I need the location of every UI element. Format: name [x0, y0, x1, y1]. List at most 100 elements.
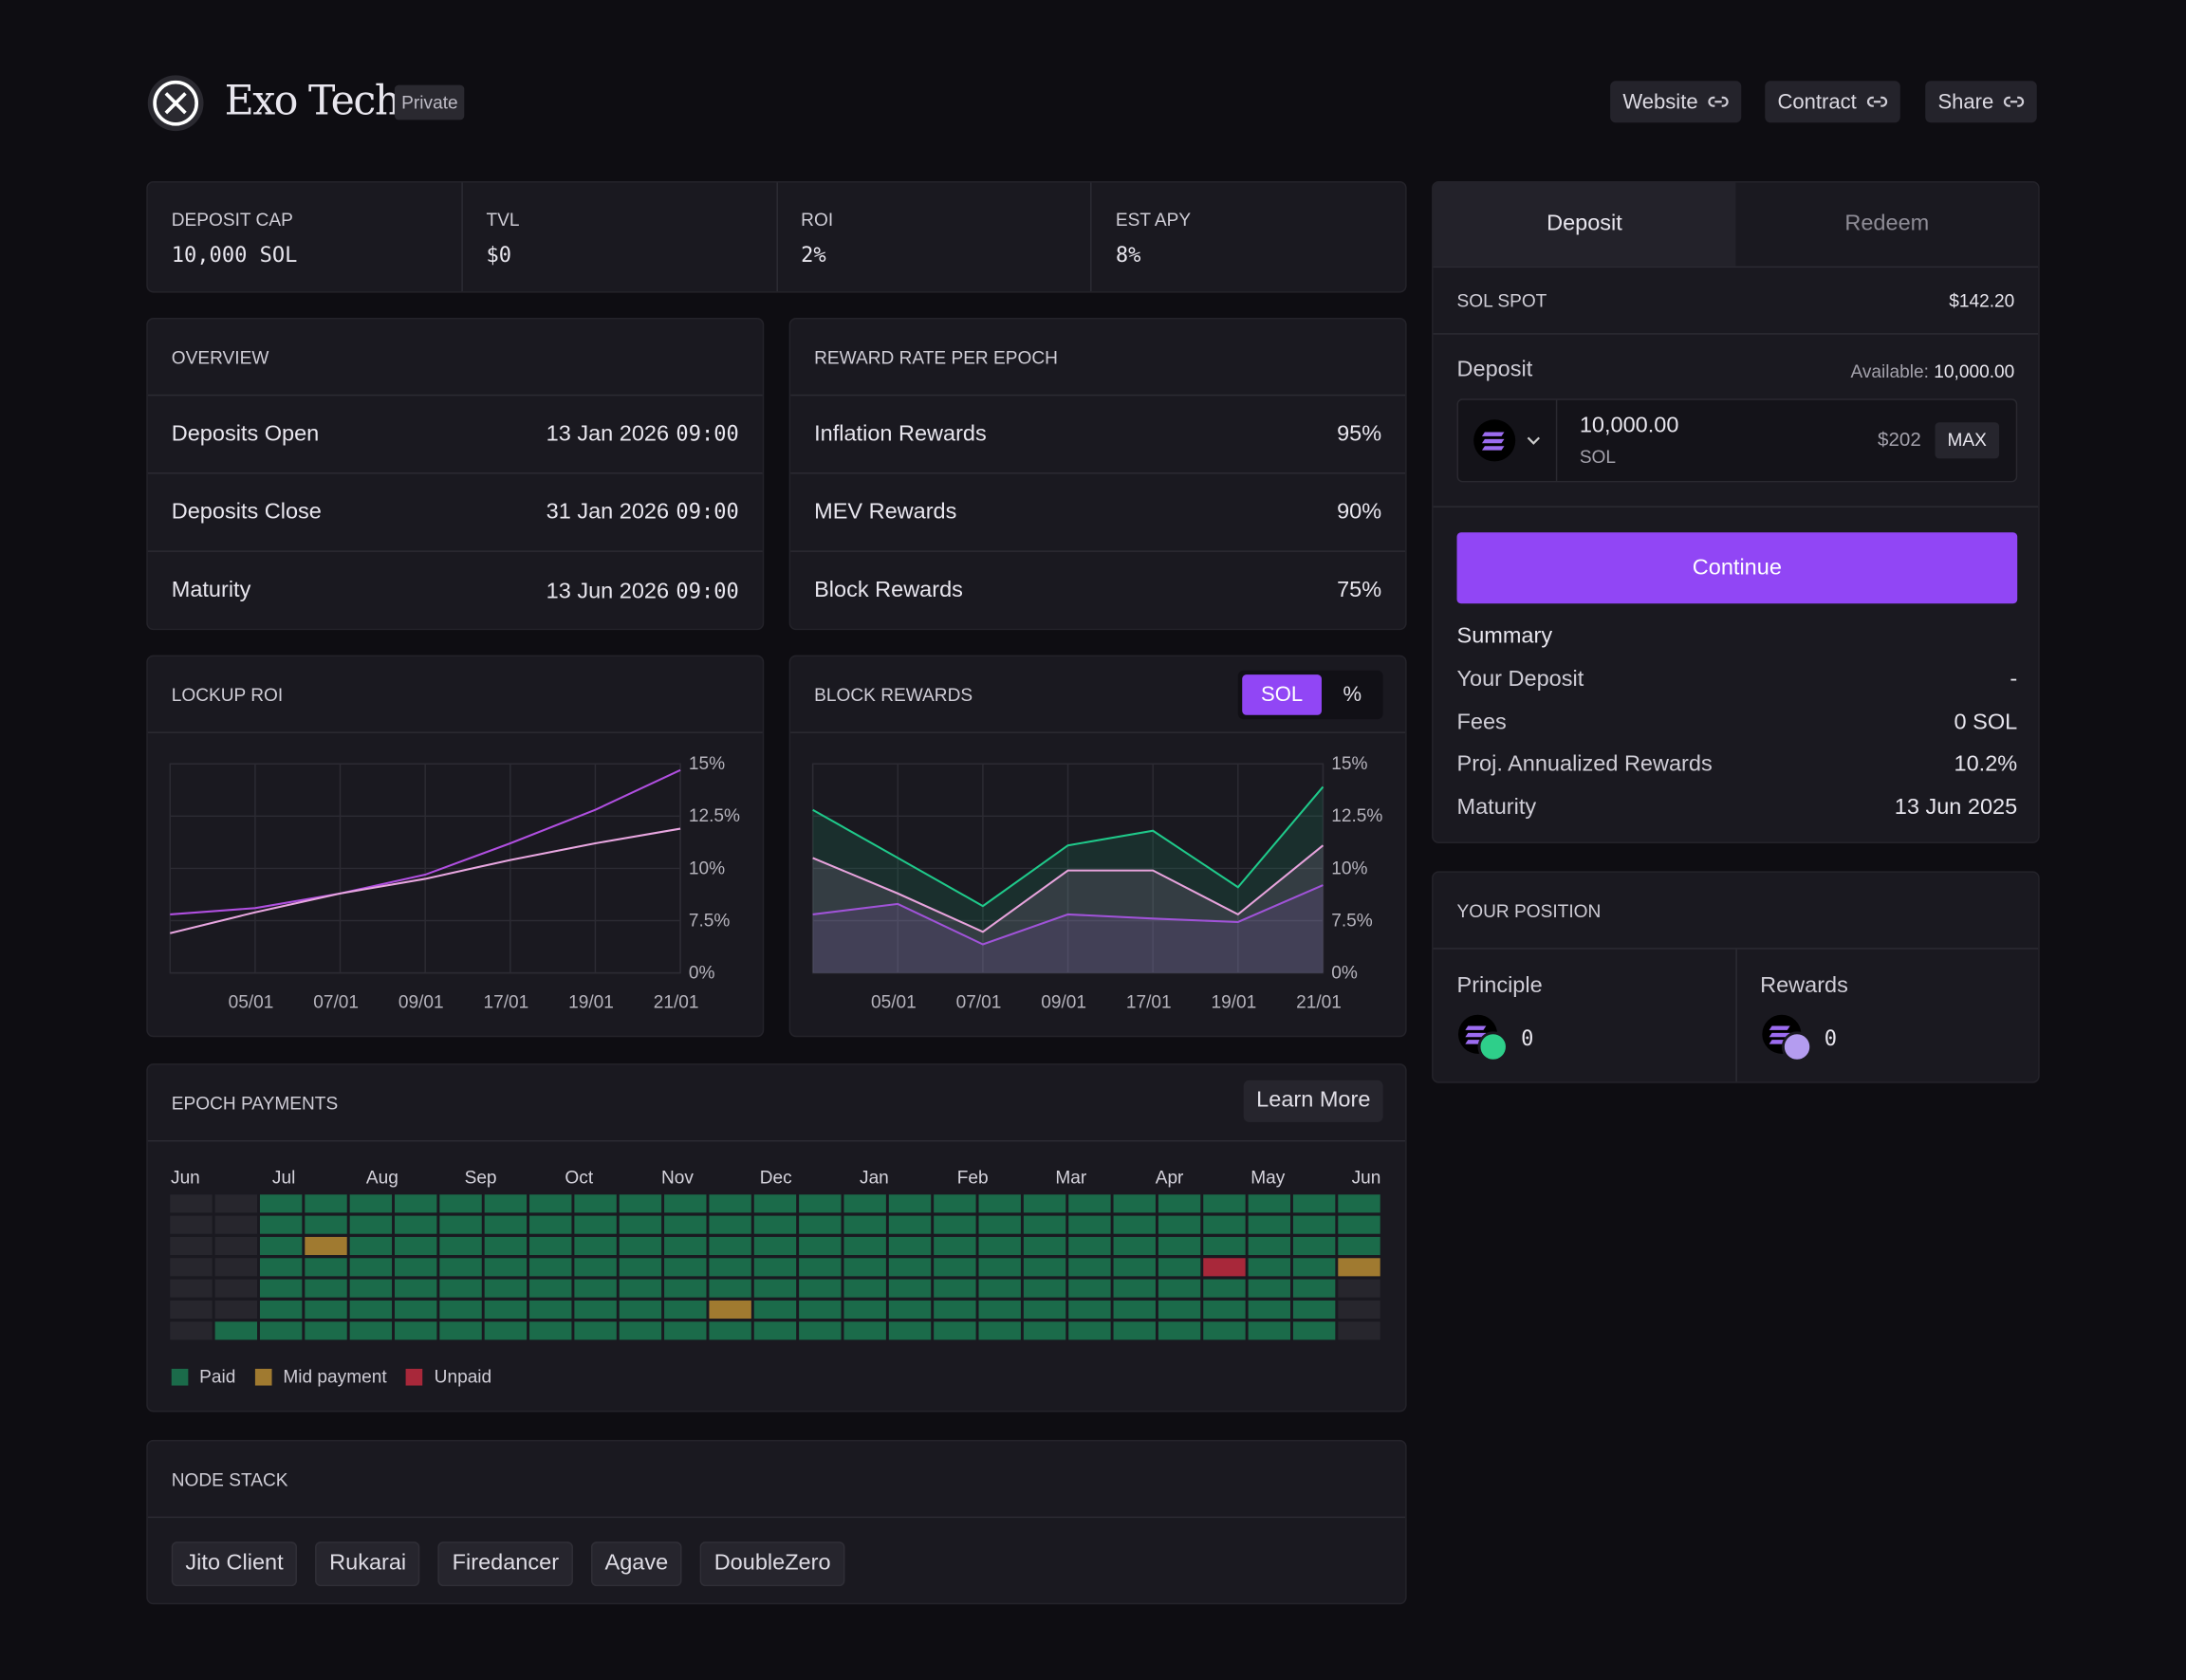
- title: Exo Tech: [224, 76, 401, 124]
- divider: [1433, 506, 2039, 508]
- panel-title-row: EPOCH PAYMENTS Learn More: [147, 1065, 1406, 1142]
- toggle: SOL %: [1237, 670, 1383, 720]
- summary-label: Fees: [1456, 710, 1507, 734]
- stat-value: 2%: [801, 242, 826, 268]
- token: SOL: [1579, 446, 1617, 468]
- row: Block Rewards 75%: [790, 552, 1405, 629]
- max-button[interactable]: MAX: [1935, 422, 2000, 459]
- legend-swatch: [171, 1368, 189, 1385]
- summary-label: Your Deposit: [1456, 667, 1584, 692]
- stat: ROI 2%: [775, 182, 1091, 292]
- summary-value: 13 Jun 2025: [1894, 795, 2018, 820]
- row-value: 13 Jun 2026 09:00: [546, 578, 739, 604]
- link-icon: [1708, 96, 1729, 107]
- logo: [147, 75, 204, 132]
- legend: Paid Mid payment Unpaid: [171, 1366, 491, 1387]
- link-button[interactable]: Share: [1925, 81, 2037, 123]
- position-value-row: 0: [1760, 1013, 2014, 1063]
- position-panel: YOUR POSITION Principle 0 Rewards 0: [1432, 871, 2040, 1083]
- chip: DoubleZero: [700, 1542, 845, 1587]
- token-select[interactable]: [1473, 418, 1542, 463]
- link-button[interactable]: Website: [1610, 81, 1742, 123]
- link-label: Contract: [1777, 89, 1857, 114]
- icon-bars: [1465, 1025, 1487, 1044]
- learn-more[interactable]: Learn More: [1243, 1080, 1383, 1122]
- row-label: Block Rewards: [814, 578, 963, 602]
- deposit-panel: Deposit Redeem SOL SPOT $142.20 Deposit A…: [1432, 181, 2040, 843]
- position-item: Rewards 0: [1734, 949, 2039, 1082]
- row-value: 13 Jan 2026 09:00: [546, 421, 739, 448]
- tabs: Deposit Redeem: [1433, 182, 2039, 268]
- stat-value: $0: [486, 242, 511, 268]
- logo-ring: [153, 80, 199, 126]
- stat: TVL $0: [461, 182, 776, 292]
- link-icon: [1866, 96, 1887, 107]
- position-item: Principle 0: [1434, 950, 1735, 1082]
- panel-title: EPOCH PAYMENTS: [171, 1093, 339, 1115]
- legend-item: Paid: [171, 1366, 235, 1387]
- icon-badge: [1477, 1031, 1509, 1062]
- summary: Your Deposit - Fees 0 SOL Proj. Annualized R…: [1457, 659, 2018, 829]
- input-label: Deposit: [1456, 358, 1533, 382]
- epoch-panel: EPOCH PAYMENTS Learn More Paid Mid paymen…: [146, 1063, 1407, 1412]
- link-shape: [1866, 96, 1887, 107]
- stat: DEPOSIT CAP 10,000 SOL: [148, 182, 461, 291]
- amount: 10,000.00: [1579, 414, 1679, 438]
- stat-value: 10,000 SOL: [171, 242, 298, 268]
- continue-button[interactable]: Continue: [1456, 532, 2018, 604]
- position-value-row: 0: [1457, 1013, 1712, 1063]
- panel-title: YOUR POSITION: [1433, 873, 2039, 950]
- row-value: 95%: [1337, 421, 1382, 446]
- chevron: [1527, 436, 1540, 445]
- amount-input[interactable]: 10,000.00 SOL $202 MAX: [1456, 398, 2018, 483]
- chip: Jito Client: [171, 1542, 298, 1587]
- icon-badge: [1781, 1031, 1812, 1062]
- row: Deposits Close 31 Jan 2026 09:00: [147, 474, 763, 552]
- chip: Firedancer: [437, 1542, 573, 1587]
- spot-row: SOL SPOT $142.20: [1433, 268, 2039, 335]
- lockup-panel: LOCKUP ROI: [146, 655, 765, 1038]
- row-label: Deposits Close: [171, 499, 322, 524]
- available-label: Available:: [1850, 360, 1929, 382]
- link-shape: [1708, 96, 1729, 107]
- position-items: Principle 0 Rewards 0: [1434, 949, 2039, 1082]
- summary-value: -: [2010, 667, 2018, 692]
- position-icon: [1457, 1014, 1509, 1062]
- badge: Private: [394, 84, 465, 120]
- tab[interactable]: Deposit: [1433, 182, 1736, 267]
- row: MEV Rewards 90%: [790, 474, 1406, 552]
- reward-panel: REWARD RATE PER EPOCH Inflation Rewards 9…: [788, 318, 1407, 631]
- row: Deposits Open 13 Jan 2026 09:00: [147, 396, 763, 474]
- toggle-option[interactable]: SOL: [1242, 674, 1322, 715]
- date: 13 Jan 2026: [546, 422, 670, 447]
- stat-label: DEPOSIT CAP: [171, 209, 293, 231]
- panel-title: REWARD RATE PER EPOCH: [790, 319, 1406, 397]
- summary-row: Proj. Annualized Rewards 10.2%: [1457, 745, 2018, 787]
- position-label: Rewards: [1760, 974, 1848, 999]
- legend-swatch: [406, 1368, 423, 1385]
- time: 09:00: [676, 420, 739, 447]
- usd: $202: [1878, 428, 1921, 451]
- legend-item: Mid payment: [254, 1366, 387, 1387]
- node-panel: NODE STACK Jito Client Rukarai Firedancer A…: [146, 1439, 1407, 1605]
- row-value: 90%: [1337, 499, 1382, 524]
- chart-title-row: BLOCK REWARDS SOL %: [790, 656, 1406, 733]
- spot-label: SOL SPOT: [1456, 289, 1547, 311]
- link-button[interactable]: Contract: [1765, 81, 1900, 123]
- date: 31 Jan 2026: [546, 500, 670, 525]
- summary-row: Your Deposit -: [1457, 659, 2018, 702]
- position-value: 0: [1824, 1025, 1837, 1051]
- stat-label: EST APY: [1115, 209, 1192, 231]
- toggle-option[interactable]: %: [1343, 683, 1362, 707]
- link-label: Website: [1622, 89, 1698, 114]
- position-value: 0: [1521, 1025, 1534, 1051]
- legend-swatch: [254, 1368, 272, 1385]
- link-label: Share: [1937, 89, 1994, 114]
- available: Available: 10,000.00: [1850, 361, 2014, 382]
- row-label: Maturity: [171, 578, 251, 602]
- row-label: Deposits Open: [171, 421, 320, 446]
- tab[interactable]: Redeem: [1844, 212, 1930, 236]
- row-value: 75%: [1337, 578, 1382, 602]
